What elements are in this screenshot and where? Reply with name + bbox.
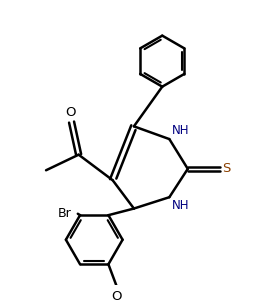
Text: O: O: [65, 106, 75, 119]
Text: S: S: [222, 162, 230, 175]
Text: O: O: [112, 290, 122, 303]
Text: Br: Br: [58, 207, 72, 220]
Text: NH: NH: [172, 124, 189, 137]
Text: NH: NH: [172, 199, 189, 213]
